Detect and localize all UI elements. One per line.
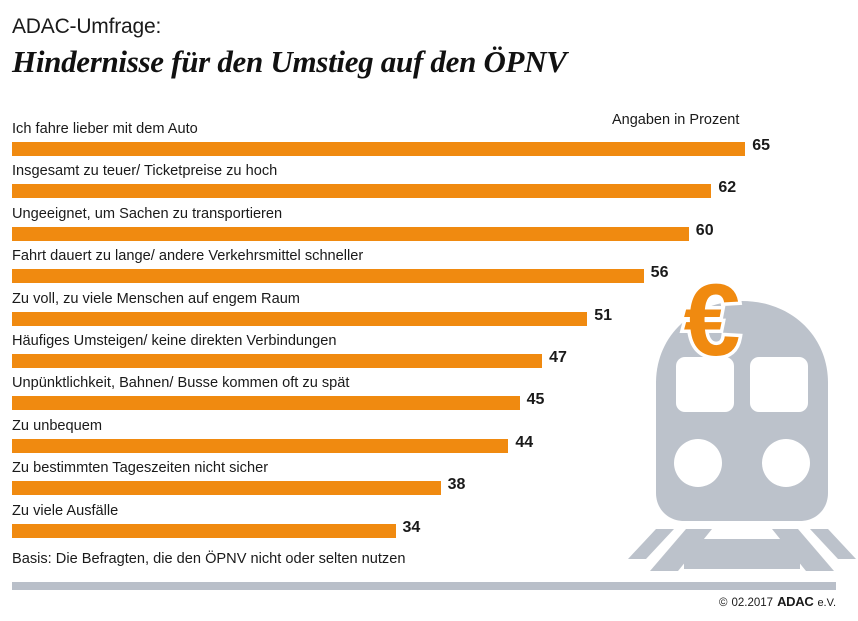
chart-row-label: Zu voll, zu viele Menschen auf engem Rau… xyxy=(12,290,300,307)
chart-bar xyxy=(12,396,520,411)
footer-credit: © 02.2017 ADAC e.V. xyxy=(719,594,836,609)
chart-bar-track: 34 xyxy=(12,519,752,538)
chart-bar xyxy=(12,523,396,538)
chart-row: Unpünktlichkeit, Bahnen/ Busse kommen of… xyxy=(0,372,858,414)
chart-bar-track: 38 xyxy=(12,476,752,496)
chart-bar-value: 51 xyxy=(594,306,613,324)
chart-bar-value: 60 xyxy=(695,221,714,239)
chart-bar-value: 56 xyxy=(650,264,669,282)
chart-bar xyxy=(12,481,441,496)
chart-bar-track: 65 xyxy=(12,137,770,156)
chart-row-label: Zu viele Ausfälle xyxy=(12,502,119,519)
chart-bar-value: 65 xyxy=(752,137,770,154)
chart-row: Zu voll, zu viele Menschen auf engem Rau… xyxy=(0,288,858,330)
units-note: Angaben in Prozent xyxy=(612,112,740,128)
chart-row-label: Ich fahre lieber mit dem Auto xyxy=(12,121,198,137)
chart-row: Zu viele Ausfälle 34 xyxy=(0,500,858,542)
chart-row-label: Unpünktlichkeit, Bahnen/ Busse kommen of… xyxy=(12,375,350,392)
chart-row: Ungeeignet, um Sachen zu transportieren 6… xyxy=(0,203,858,245)
chart-bar xyxy=(12,226,689,241)
chart-bar-track: 60 xyxy=(12,222,752,241)
chart-bar-value: 45 xyxy=(526,391,545,409)
adac-logo-text: ADAC xyxy=(777,594,814,609)
chart-row-label: Fahrt dauert zu lange/ andere Verkehrsmi… xyxy=(12,248,364,265)
chart-bar-track: 51 xyxy=(12,307,752,326)
basis-note: Basis: Die Befragten, die den ÖPNV nicht… xyxy=(12,551,406,567)
footer-date: 02.2017 xyxy=(731,597,774,609)
chart-bar xyxy=(12,184,712,199)
adac-legal-suffix: e.V. xyxy=(817,597,836,609)
chart-bar xyxy=(12,269,644,284)
chart-bar xyxy=(12,311,588,326)
bar-chart: Ich fahre lieber mit dem Auto 65 Insgesamt… xyxy=(0,118,858,542)
page-title: Hindernisse für den Umstieg auf den ÖPNV xyxy=(12,44,567,79)
chart-row: Insgesamt zu teuer/ Ticketpreise zu hoch… xyxy=(0,160,858,202)
chart-bar-value: 44 xyxy=(515,433,534,451)
header: ADAC-Umfrage: Hindernisse für den Umstie… xyxy=(12,14,848,82)
chart-bar-track: 47 xyxy=(12,349,752,368)
footer-divider xyxy=(12,582,836,590)
chart-bar xyxy=(12,438,509,453)
chart-bar-track: 56 xyxy=(12,264,752,284)
copyright-icon: © xyxy=(719,597,728,609)
chart-bar-track: 62 xyxy=(12,179,752,199)
kicker-text: ADAC-Umfrage: xyxy=(12,15,162,38)
chart-row-label: Zu bestimmten Tageszeiten nicht sicher xyxy=(12,460,269,477)
chart-bar xyxy=(12,142,746,156)
chart-row-label: Insgesamt zu teuer/ Ticketpreise zu hoch xyxy=(12,163,278,180)
chart-bar xyxy=(12,353,543,368)
chart-row-label: Ungeeignet, um Sachen zu transportieren xyxy=(12,205,283,222)
chart-row: Ich fahre lieber mit dem Auto 65 xyxy=(0,118,858,160)
chart-bar-value: 47 xyxy=(549,348,567,366)
chart-row-label: Zu unbequem xyxy=(12,417,103,434)
chart-bar-value: 34 xyxy=(402,518,421,536)
chart-row-label: Häufiges Umsteigen/ keine direkten Verbi… xyxy=(12,332,337,349)
chart-bar-value: 62 xyxy=(718,179,737,197)
chart-row: Fahrt dauert zu lange/ andere Verkehrsmi… xyxy=(0,245,858,287)
chart-bar-track: 45 xyxy=(12,391,752,411)
chart-row: Zu bestimmten Tageszeiten nicht sicher 38 xyxy=(0,457,858,499)
chart-row: Häufiges Umsteigen/ keine direkten Verbi… xyxy=(0,330,858,372)
chart-bar-track: 44 xyxy=(12,434,752,453)
chart-row: Zu unbequem 44 xyxy=(0,415,858,457)
chart-bar-value: 38 xyxy=(447,476,466,494)
